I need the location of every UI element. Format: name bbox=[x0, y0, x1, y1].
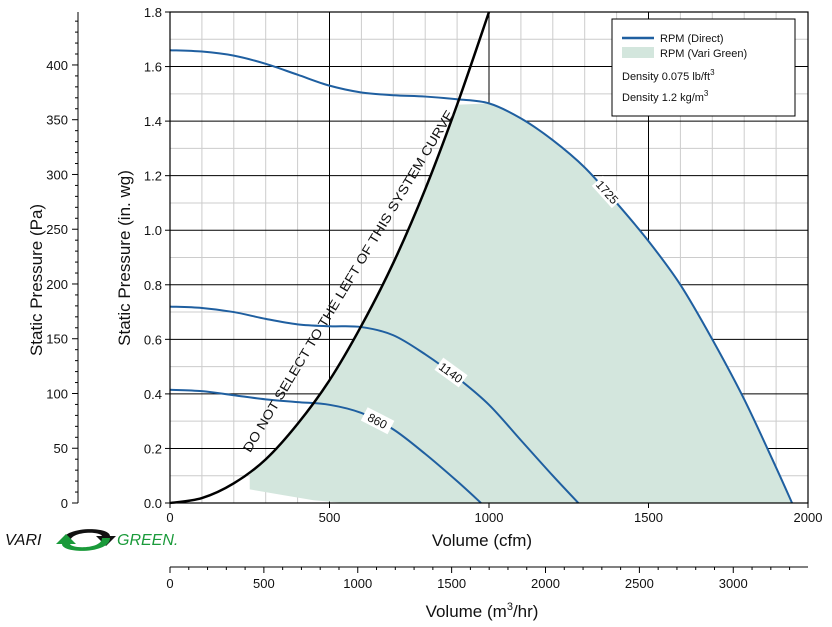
legend-vari-green-swatch bbox=[622, 47, 654, 58]
legend-density-imperial: Density 0.075 lb/ft3 bbox=[622, 68, 715, 83]
secondary-x-title-suffix: /hr) bbox=[513, 602, 539, 621]
rpm-label-bg bbox=[591, 175, 624, 209]
secondary-y-tick-label: 150 bbox=[46, 332, 68, 347]
secondary-x-tick-label: 3000 bbox=[719, 576, 748, 591]
secondary-x-tick-label: 1000 bbox=[343, 576, 372, 591]
secondary-y-tick-label: 400 bbox=[46, 58, 68, 73]
y-tick-label: 0.8 bbox=[144, 278, 162, 293]
legend-density-metric: Density 1.2 kg/m3 bbox=[622, 89, 709, 104]
vari-green-area bbox=[249, 103, 793, 503]
secondary-x-tick-label: 0 bbox=[166, 576, 173, 591]
rpm-label-bg bbox=[360, 407, 395, 435]
logo-arrows-icon bbox=[56, 529, 116, 551]
rpm-curve-860 bbox=[169, 388, 482, 504]
secondary-x-tick-label: 1500 bbox=[437, 576, 466, 591]
secondary-y-tick-label: 100 bbox=[46, 386, 68, 401]
y-tick-label: 1.6 bbox=[144, 60, 162, 75]
y-tick-label: 1.8 bbox=[144, 5, 162, 20]
x-tick-label: 1000 bbox=[475, 510, 504, 525]
logo-green-text: GREEN. bbox=[117, 532, 178, 549]
x-tick-label: 1500 bbox=[634, 510, 663, 525]
vari-green-logo: VARI GREEN. bbox=[5, 529, 178, 551]
system-curve bbox=[169, 11, 491, 505]
secondary-x-axis-title: Volume (m3/hr) bbox=[426, 601, 539, 621]
y-tick-label: 1.0 bbox=[144, 223, 162, 238]
secondary-x-tick-label: 2500 bbox=[625, 576, 654, 591]
y-tick-label: 0.2 bbox=[144, 441, 162, 456]
axes: 0 500 1000 1500 20000.00.20.40.60.81.01.21.4… bbox=[46, 5, 822, 591]
legend-direct-label: RPM (Direct) bbox=[660, 33, 724, 45]
x-tick-label: 500 bbox=[319, 510, 341, 525]
vari-green-region bbox=[249, 103, 793, 503]
legend-vari-green-label: RPM (Vari Green) bbox=[660, 48, 747, 60]
rpm-curve-1140 bbox=[169, 305, 580, 504]
x-tick-label: 0 bbox=[166, 510, 173, 525]
rpm-label-bg bbox=[434, 357, 468, 388]
secondary-y-tick-label: 0 bbox=[61, 496, 68, 511]
density-imperial-text: Density 0.075 lb/ft bbox=[622, 71, 710, 83]
x-axis-title: Volume (cfm) bbox=[432, 531, 532, 550]
secondary-x-title-sup: 3 bbox=[507, 601, 513, 613]
y-tick-label: 1.2 bbox=[144, 169, 162, 184]
y-tick-label: 0.0 bbox=[144, 496, 162, 511]
y-tick-label: 0.4 bbox=[144, 387, 162, 402]
density-imperial-sup: 3 bbox=[710, 68, 715, 77]
secondary-y-axis-title: Static Pressure (Pa) bbox=[27, 204, 46, 356]
secondary-x-tick-label: 2000 bbox=[531, 576, 560, 591]
rpm-curve-1725 bbox=[169, 49, 793, 504]
logo-vari-text: VARI bbox=[5, 532, 42, 549]
secondary-y-tick-label: 300 bbox=[46, 167, 68, 182]
y-axis-title: Static Pressure (in. wg) bbox=[115, 170, 134, 346]
secondary-y-tick-label: 250 bbox=[46, 222, 68, 237]
secondary-y-tick-label: 350 bbox=[46, 113, 68, 128]
legend-box bbox=[611, 18, 796, 117]
secondary-y-tick-label: 50 bbox=[54, 441, 68, 456]
secondary-y-tick-label: 200 bbox=[46, 277, 68, 292]
legend: RPM (Direct) RPM (Vari Green) Density 0.… bbox=[611, 18, 796, 117]
density-metric-sup: 3 bbox=[704, 89, 709, 98]
x-tick-label: 2000 bbox=[794, 510, 823, 525]
y-tick-label: 1.4 bbox=[144, 114, 162, 129]
density-metric-text: Density 1.2 kg/m bbox=[622, 92, 704, 104]
y-tick-label: 0.6 bbox=[144, 332, 162, 347]
secondary-x-tick-label: 500 bbox=[253, 576, 275, 591]
secondary-x-title-prefix: Volume (m bbox=[426, 602, 507, 621]
